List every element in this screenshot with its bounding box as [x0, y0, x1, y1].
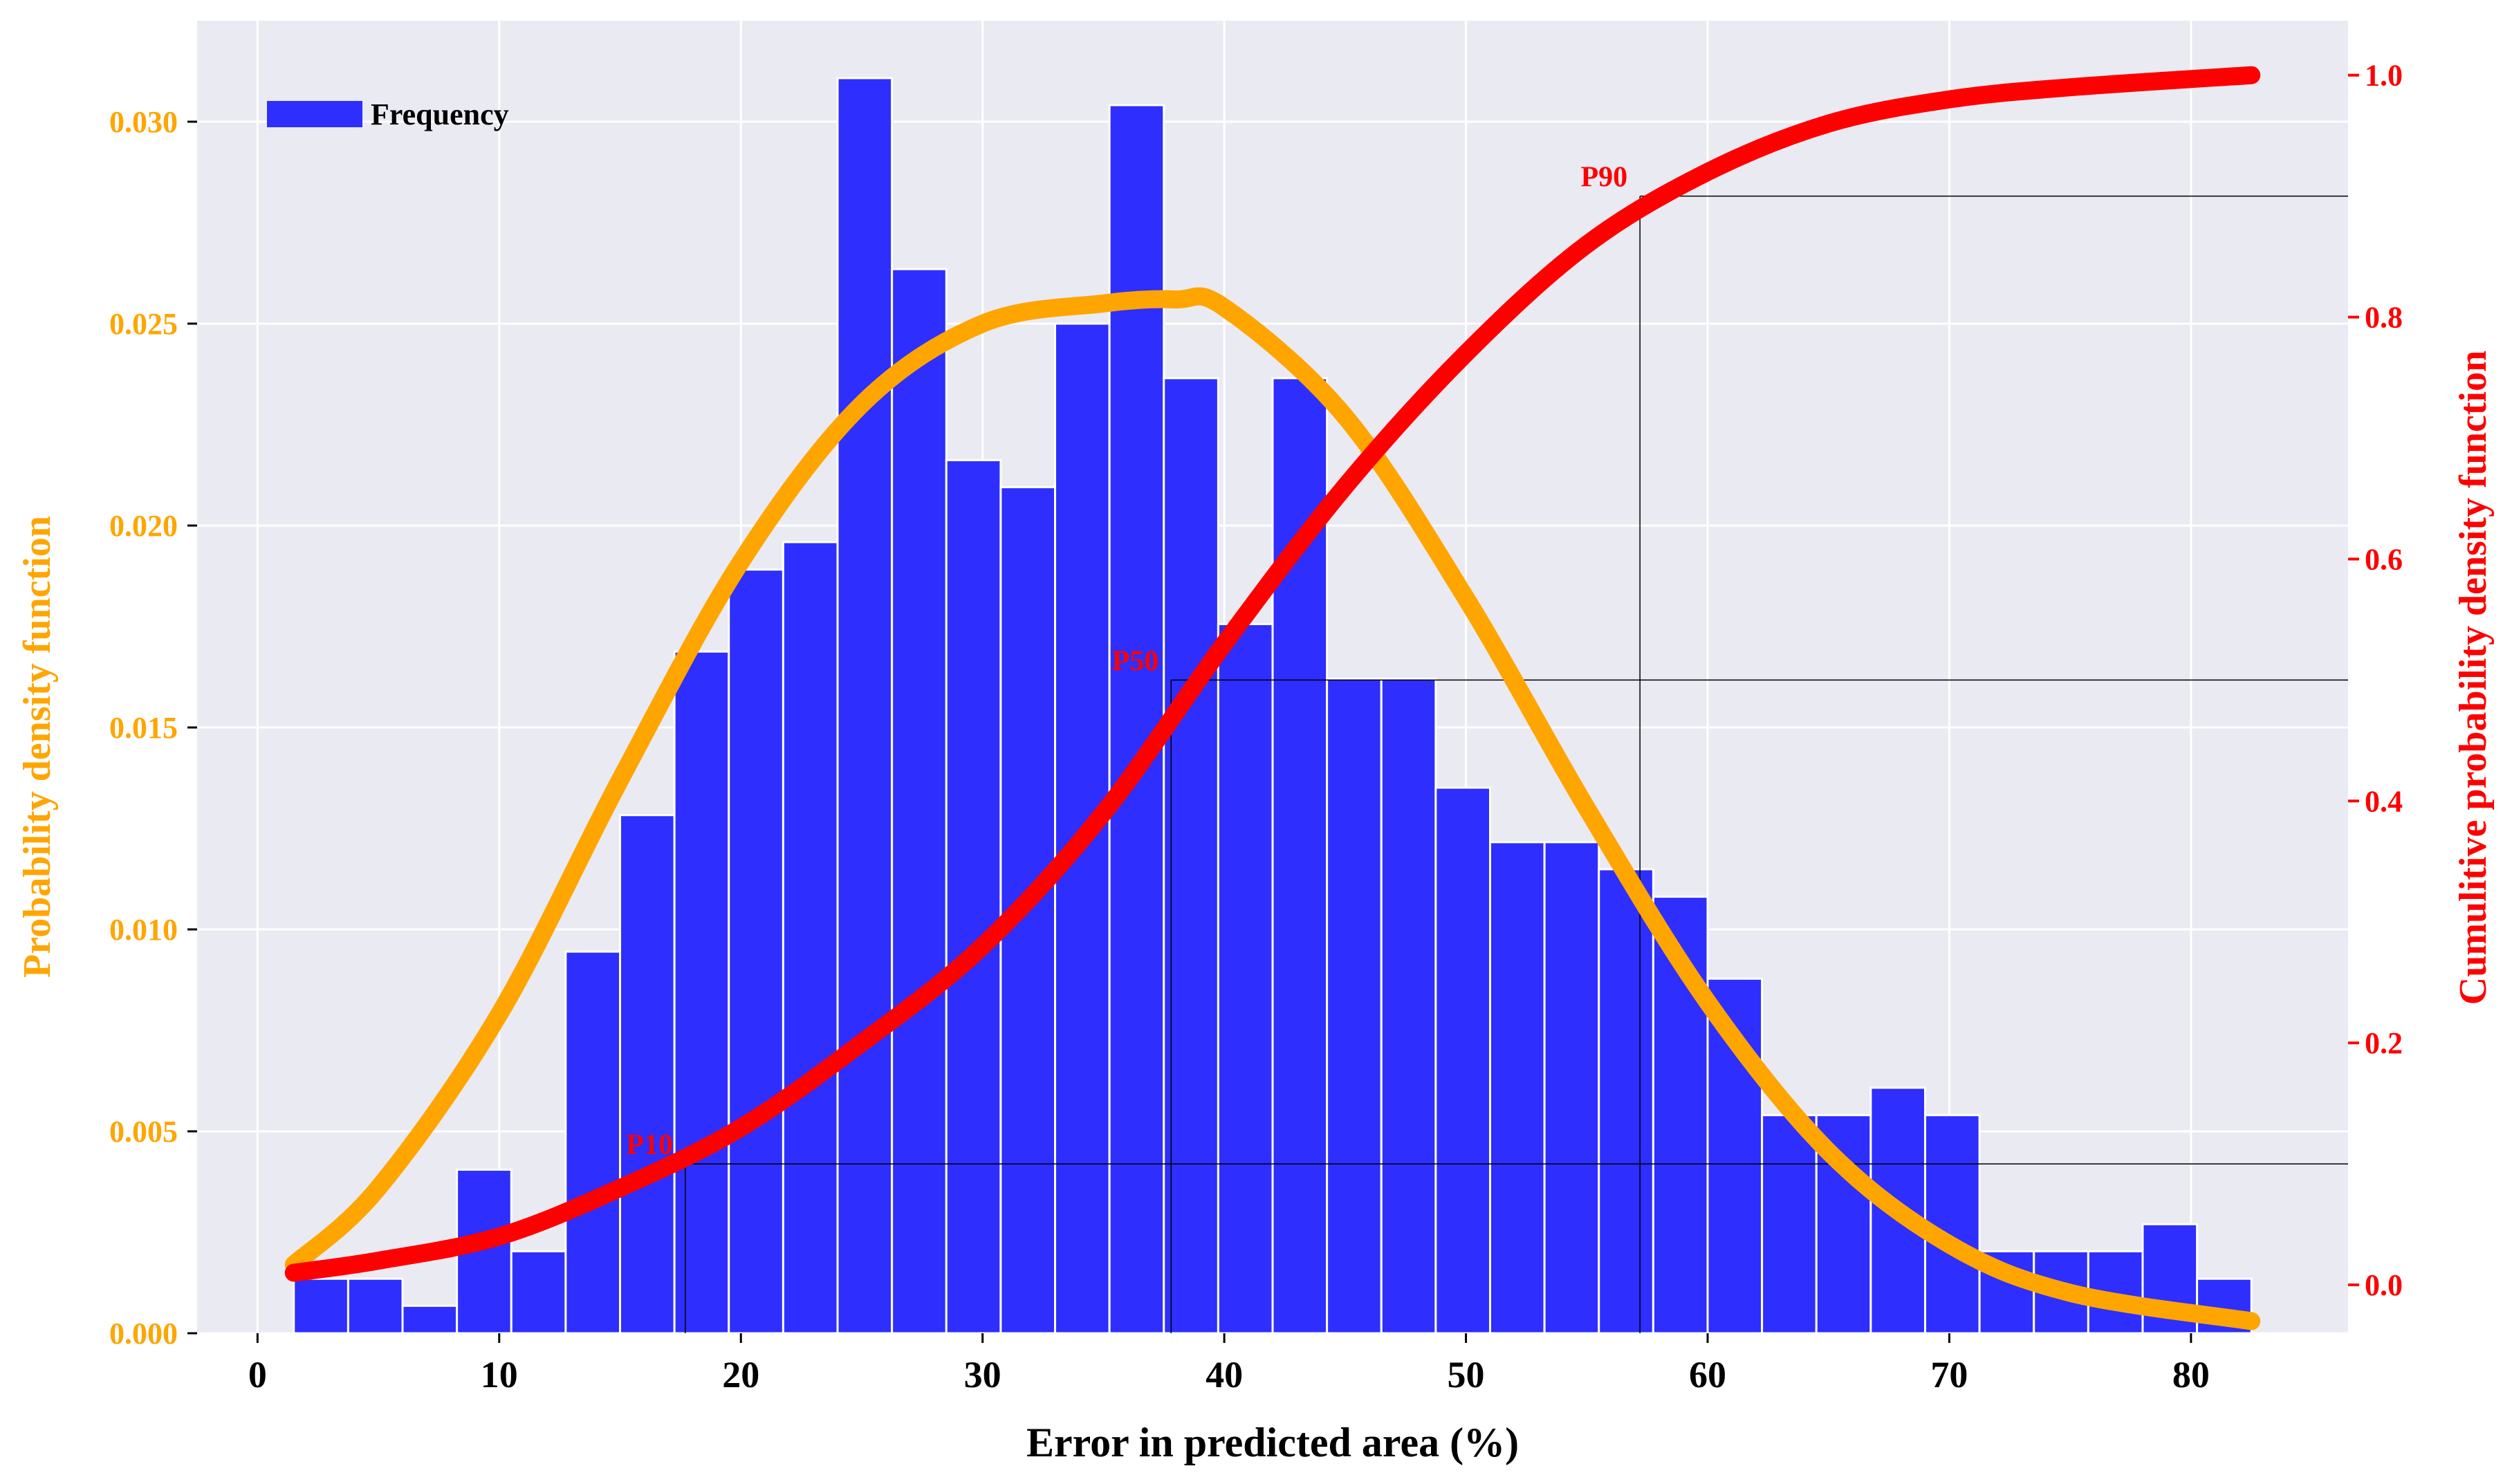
histogram-bar	[1163, 377, 1219, 1335]
right-axis-ticks: 0.0 0.2 0.4 0.6 0.8 1.0	[2348, 59, 2403, 1302]
right-tick-label: 0.2	[2365, 1026, 2403, 1060]
histogram-bar	[510, 1250, 567, 1335]
x-tick-label: 80	[2172, 1354, 2210, 1395]
pdf-curve	[284, 287, 2261, 1330]
x-axis-label: Error in predicted area (%)	[1026, 1420, 1519, 1465]
histogram-bar	[347, 1277, 404, 1335]
right-tick-label: 0.8	[2365, 301, 2403, 335]
left-tick-label: 0.030	[109, 105, 178, 139]
histogram-bar	[836, 77, 894, 1335]
histogram-bar	[1380, 677, 1437, 1335]
histogram-bar	[619, 814, 676, 1335]
left-axis-label: Probability density function	[16, 516, 59, 978]
histogram-bar	[1488, 841, 1546, 1335]
histogram-bar	[782, 541, 839, 1335]
legend-swatch-frequency	[267, 101, 362, 127]
percentile-label: P50	[1112, 645, 1159, 677]
histogram-bar	[891, 268, 948, 1335]
right-axis-label: Cumulitive probability density function	[2452, 351, 2495, 1005]
percentile-annotations: P10 P50 P90	[626, 162, 1627, 1161]
histogram-bar	[728, 568, 784, 1335]
x-tick-label: 50	[1448, 1354, 1485, 1395]
right-tick-label: 0.4	[2365, 784, 2403, 818]
left-tick-label: 0.015	[109, 711, 178, 745]
x-tick-label: 60	[1689, 1354, 1726, 1395]
left-tick-label: 0.010	[109, 913, 178, 947]
curves	[284, 66, 2261, 1330]
percentile-reference-lines	[685, 195, 2348, 1333]
right-tick-label: 0.0	[2365, 1268, 2403, 1302]
legend: Frequency	[267, 98, 509, 131]
x-tick-label: 30	[964, 1354, 1001, 1395]
left-tick-label: 0.000	[109, 1317, 178, 1351]
left-tick-label: 0.020	[109, 509, 178, 543]
histogram-bar	[1543, 841, 1600, 1335]
histogram-bar	[1108, 104, 1165, 1335]
histogram-bar	[1217, 622, 1274, 1335]
histogram-bar	[1434, 786, 1491, 1335]
x-tick-label: 0	[248, 1354, 267, 1395]
percentile-label: P10	[626, 1129, 673, 1161]
left-axis-ticks: 0.000 0.005 0.010 0.015 0.020 0.025 0.030	[109, 105, 197, 1351]
x-tick-label: 70	[1930, 1354, 1968, 1395]
histogram-bar	[564, 950, 622, 1335]
histogram-bar	[673, 650, 730, 1335]
x-tick-label: 10	[481, 1354, 518, 1395]
percentile-label: P90	[1580, 162, 1627, 194]
right-tick-label: 1.0	[2365, 59, 2403, 93]
histogram-bar	[945, 458, 1002, 1335]
histogram-bar	[293, 1277, 349, 1335]
histogram-bar	[1598, 868, 1654, 1335]
histogram-bar	[1761, 1114, 1818, 1335]
right-tick-label: 0.6	[2365, 542, 2403, 576]
histogram-bar	[401, 1304, 459, 1335]
left-tick-label: 0.025	[109, 307, 178, 341]
x-tick-label: 40	[1206, 1354, 1243, 1395]
cdf-curve	[284, 66, 2261, 1282]
x-axis-ticks: 0 10 20 30 40 50 60 70 80	[248, 1333, 2210, 1395]
x-tick-label: 20	[722, 1354, 759, 1395]
legend-label-frequency: Frequency	[371, 98, 509, 131]
histogram-bar	[1923, 1114, 1981, 1335]
left-tick-label: 0.005	[109, 1115, 178, 1149]
histogram-bar	[1326, 677, 1383, 1335]
